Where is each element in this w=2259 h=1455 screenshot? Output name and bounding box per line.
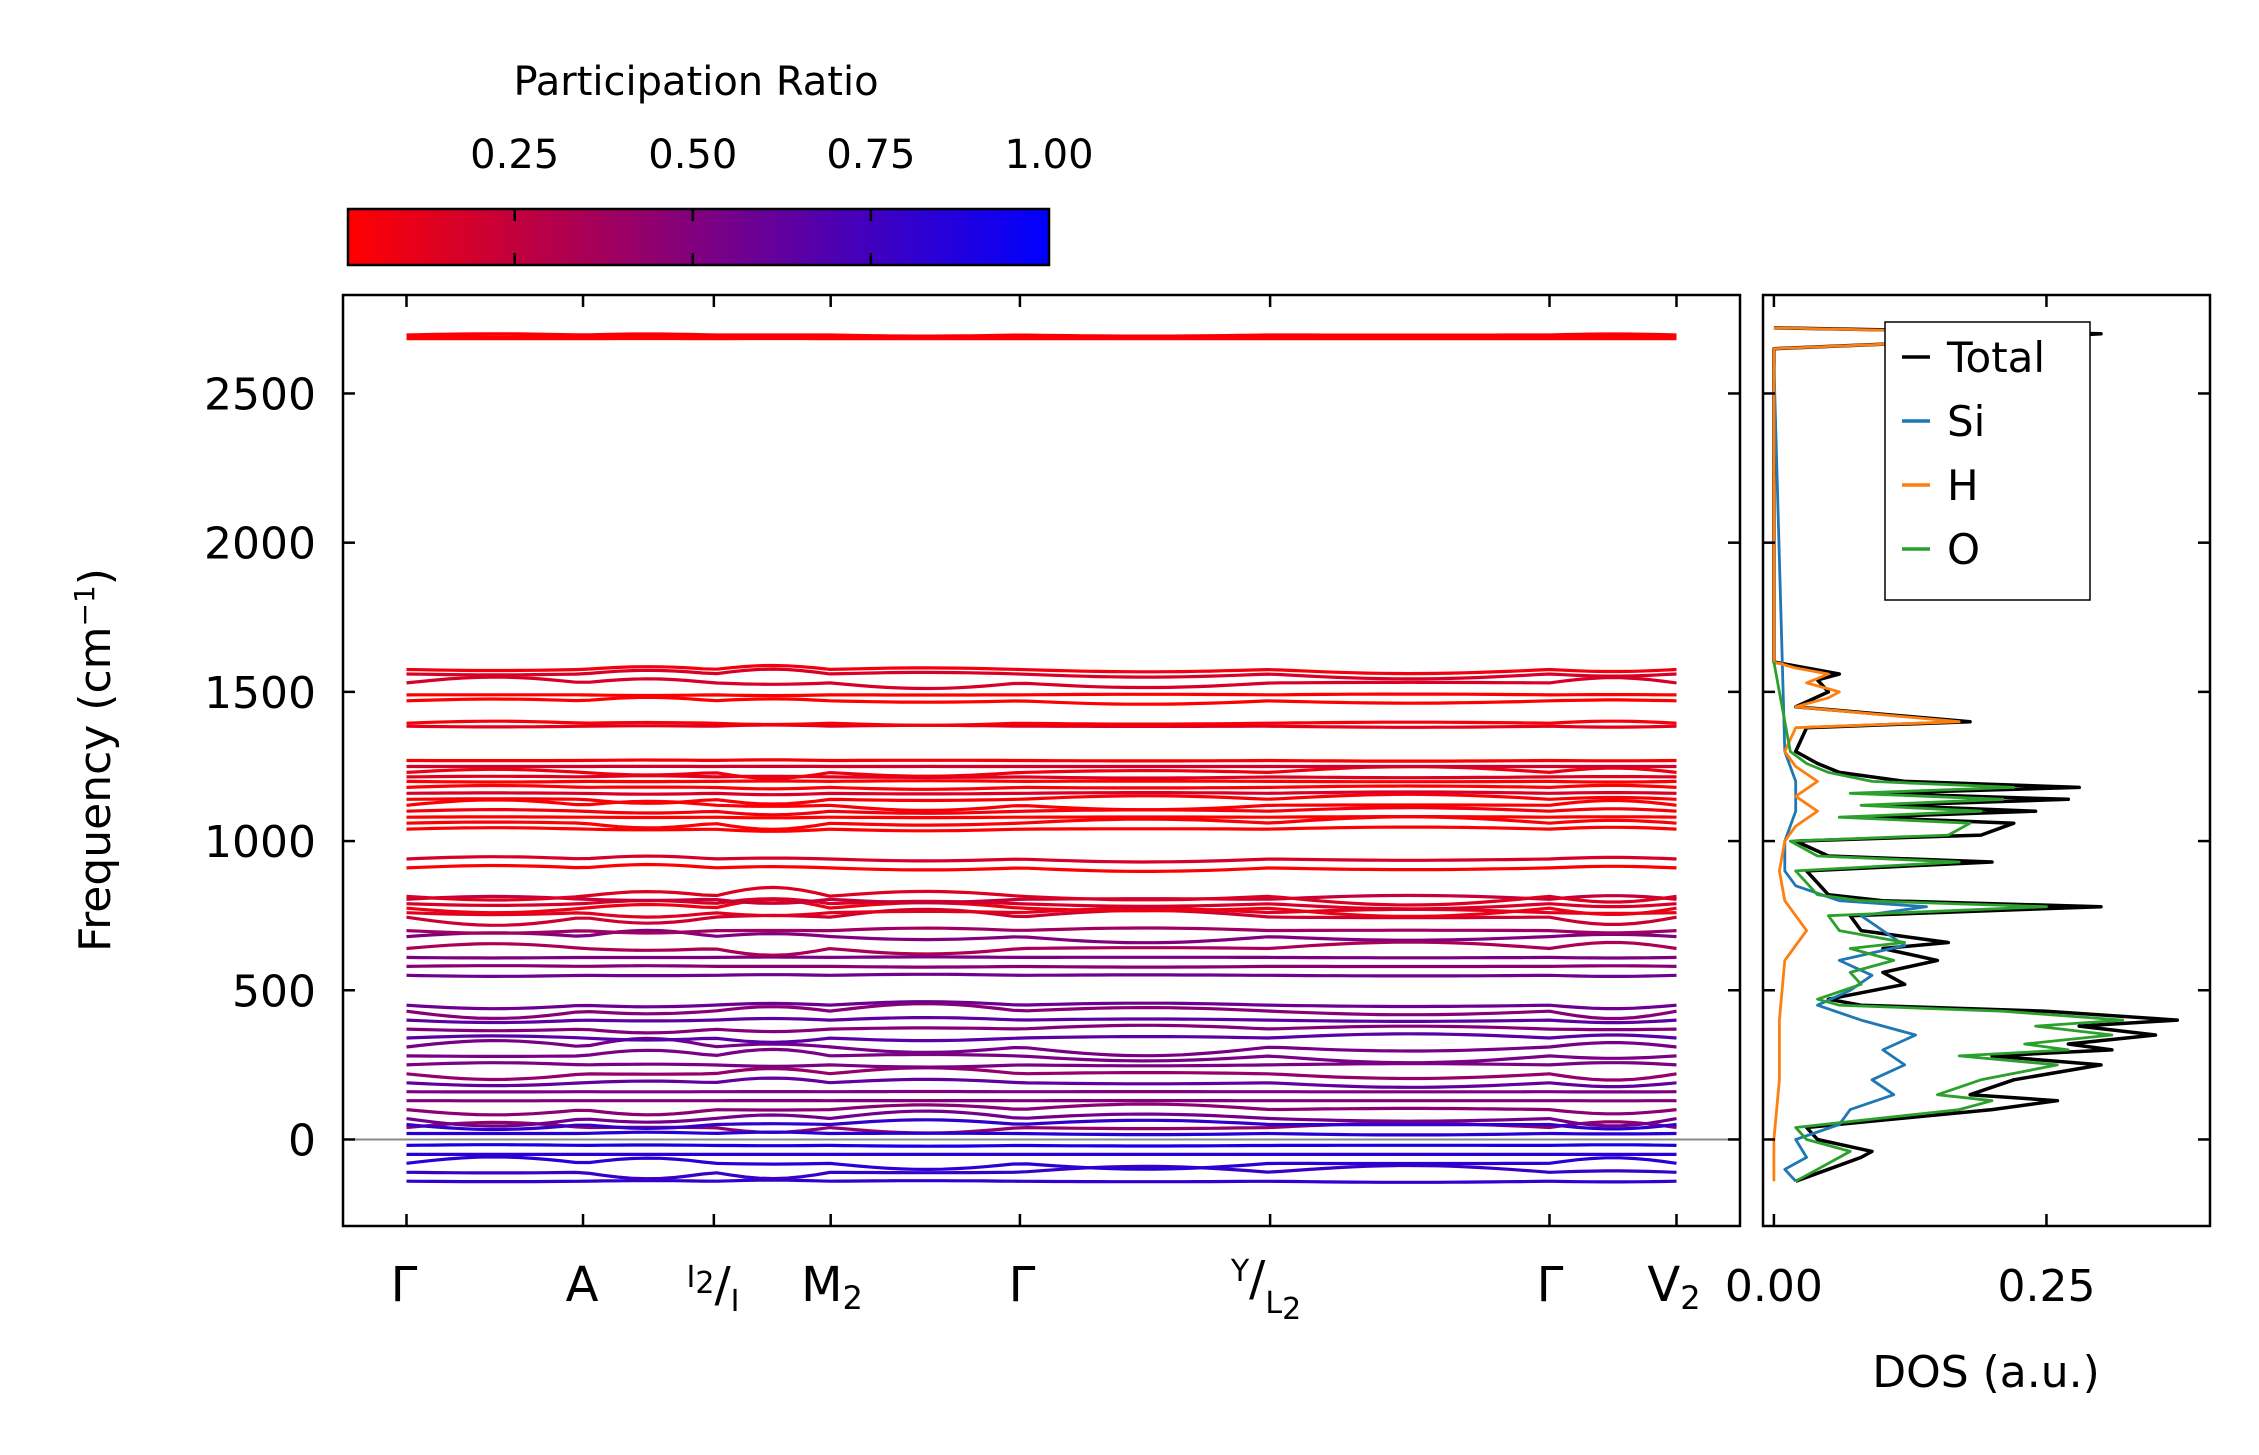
band-y-tick-label: 2000 [204,519,316,570]
band-line [406,1002,1677,1021]
dos-legend: Total Si HO [1884,321,2091,601]
dos-axes-frame [1761,293,2212,1228]
band-line [406,332,1677,338]
band-line [406,885,1677,907]
band-line [406,955,1677,960]
band-line [406,663,1677,676]
band-line [406,854,1677,864]
band-line [406,1066,1677,1082]
band-line [406,1143,1677,1148]
band-line [406,1061,1677,1069]
colorbar-tick-label: 1.00 [1004,132,1093,178]
band-line [406,1102,1677,1117]
band-line [406,1032,1677,1044]
band-y-tick-label: 1500 [204,668,316,719]
high-symmetry-labels: Γ A I2/I M2 Γ Y/L2 Γ V2 [391,1251,1701,1327]
band-line [406,719,1677,727]
colorbar-tick-label: 0.25 [470,132,559,178]
band-line [406,1178,1677,1184]
band-line [406,790,1677,797]
dos-x-ticks: 0.00 0.25 [1725,295,2095,1312]
colorbar-ticks: 0.25 0.50 0.75 1.00 [470,132,1094,265]
band-panel: 0 500 1000 1500 2000 2500 Frequency (cm−1) Γ … [68,293,1742,1327]
band-line [406,1047,1677,1065]
band-line [406,695,1677,706]
band-y-tick-label: 1000 [204,817,316,868]
band-line [406,667,1677,681]
band-line [406,815,1677,820]
colorbar-title: Participation Ratio [513,59,878,105]
band-y-axis-title: Frequency (cm−1) [68,568,121,952]
dos-x-tick-label: 0.00 [1725,1261,1823,1312]
hs-label-v2: V2 [1647,1257,1700,1317]
band-line [406,675,1677,691]
legend-label: Total [1946,333,2045,382]
band-y-tick-label: 0 [288,1115,316,1166]
dos-series-o [1772,661,2125,1183]
band-line [406,972,1677,979]
band-y-tick-label: 500 [232,966,316,1017]
hs-label-y-l2: Y/L2 [1230,1251,1301,1327]
hs-label-gamma-1: Γ [391,1257,418,1313]
band-line [406,1109,1677,1128]
band-line [406,1016,1677,1025]
hs-label-gamma-3: Γ [1537,1257,1564,1313]
band-axes-frame [341,293,1742,1228]
band-line [406,964,1677,969]
dos-x-axis-title: DOS (a.u.) [1872,1347,2100,1398]
band-line [406,862,1677,873]
band-line [406,898,1677,919]
band-line [406,758,1677,763]
colorbar-tick-label: 0.75 [826,132,915,178]
dos-lines [1772,326,2180,1183]
band-y-tick-label: 2500 [204,369,316,420]
legend-label: Si [1947,397,1985,446]
band-line [406,806,1677,817]
colorbar-gradient [346,207,1051,267]
band-lines [406,332,1677,1184]
band-line [406,779,1677,784]
band-line [406,926,1677,935]
band-line [406,893,1677,905]
band-line [406,1130,1677,1137]
band-x-ticks [405,295,1678,1226]
legend-label: H [1947,461,1979,510]
hs-label-a: A [566,1257,599,1313]
band-line [406,1000,1677,1011]
legend-label: O [1947,525,1980,574]
colorbar-tick-label: 0.50 [648,132,737,178]
band-line [406,1155,1677,1172]
band-line [406,692,1677,698]
dos-panel: 0.00 0.25 DOS (a.u.) Total Si HO [1725,293,2212,1398]
hs-label-gamma-2: Γ [1009,1257,1036,1313]
band-y-ticks: 0 500 1000 1500 2000 2500 [204,369,1740,1166]
band-line [406,825,1677,833]
band-line [406,907,1677,927]
band-line [406,1023,1677,1035]
dos-x-tick-label: 0.25 [1997,1261,2095,1312]
band-line [406,1163,1677,1181]
legend-frame [1884,321,2091,601]
band-line [406,906,1677,919]
dos-y-ticks [1763,392,2210,1141]
band-line [406,940,1677,957]
colorbar: Participation Ratio 0.25 0.50 0.75 1.00 [346,59,1094,267]
legend-items: Total Si HO [1902,333,2045,574]
band-line [406,783,1677,791]
band-line [406,774,1677,780]
hs-label-i2-i: I2/I [687,1257,740,1319]
hs-label-m2: M2 [801,1257,863,1317]
band-line [406,792,1677,806]
band-line [406,1118,1677,1132]
band-line [406,723,1677,729]
band-line [406,1076,1677,1089]
dos-series-h [1772,326,2059,1182]
